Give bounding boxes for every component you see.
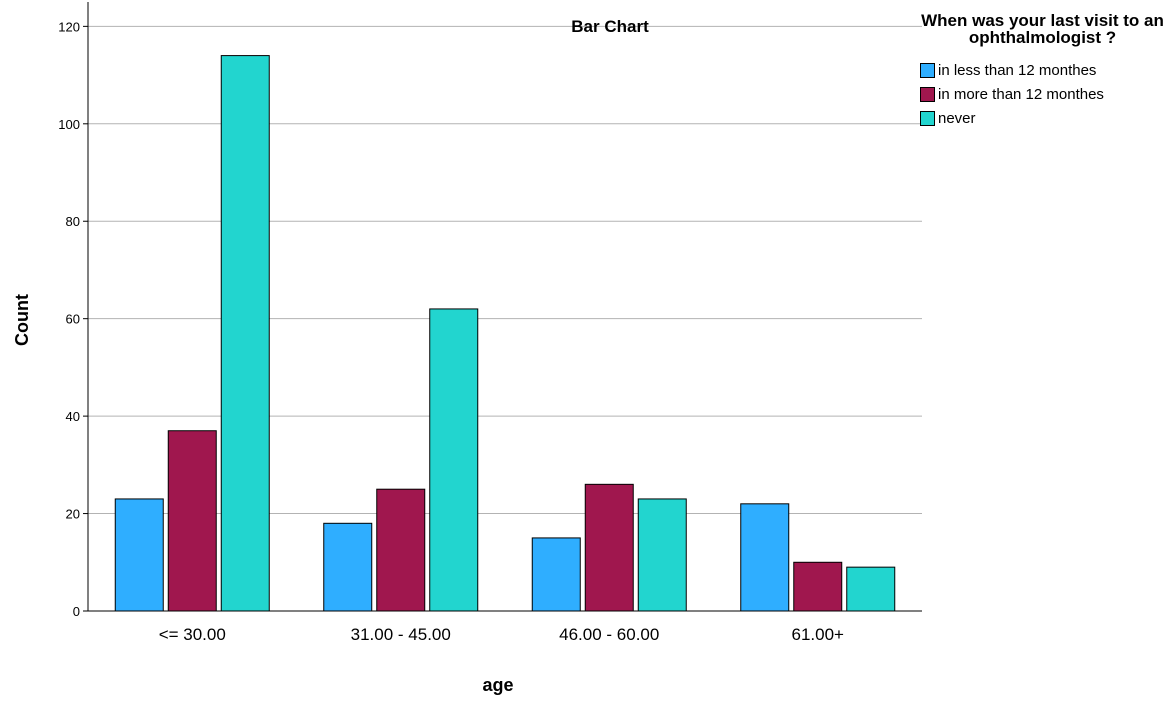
y-tick-label: 120 bbox=[58, 19, 80, 34]
legend-swatch bbox=[920, 62, 935, 78]
bar bbox=[167, 430, 217, 612]
legend-title: When was your last visit to an ophthalmo… bbox=[921, 11, 1164, 47]
legend-label: never bbox=[938, 109, 976, 127]
x-tick-labels: <= 30.00 31.00 - 45.00 46.00 - 60.00 61.00+ bbox=[159, 625, 844, 644]
legend-item: in less than 12 monthes bbox=[920, 58, 1165, 82]
bar bbox=[114, 498, 164, 612]
legend-item: never bbox=[920, 106, 1165, 130]
bar bbox=[376, 488, 426, 612]
bar bbox=[740, 503, 790, 612]
bar bbox=[846, 566, 896, 612]
bar bbox=[793, 561, 843, 612]
chart-title: Bar Chart bbox=[571, 17, 649, 36]
bar bbox=[429, 308, 479, 612]
x-tick-label: 46.00 - 60.00 bbox=[559, 625, 659, 644]
axes bbox=[87, 2, 922, 612]
bar bbox=[637, 498, 687, 612]
legend-swatch bbox=[920, 86, 935, 102]
bar bbox=[220, 55, 270, 612]
bar bbox=[531, 537, 581, 612]
bars bbox=[114, 55, 896, 612]
x-axis-label: age bbox=[482, 675, 513, 695]
bar bbox=[584, 483, 634, 612]
bar bbox=[323, 522, 373, 612]
y-tick-labels: 0 20 40 60 80 100 120 bbox=[58, 19, 88, 619]
y-tick-label: 80 bbox=[66, 214, 80, 229]
y-tick-label: 100 bbox=[58, 117, 80, 132]
y-axis-label: Count bbox=[12, 294, 32, 346]
y-tick-label: 40 bbox=[66, 409, 80, 424]
legend-items: in less than 12 monthes in more than 12 m… bbox=[920, 58, 1165, 130]
legend: When was your last visit to an ophthalmo… bbox=[920, 12, 1165, 130]
y-tick-label: 20 bbox=[66, 507, 80, 522]
legend-item: in more than 12 monthes bbox=[920, 82, 1165, 106]
legend-label: in more than 12 monthes bbox=[938, 85, 1104, 103]
x-tick-label: <= 30.00 bbox=[159, 625, 226, 644]
y-tick-label: 0 bbox=[73, 604, 80, 619]
legend-swatch bbox=[920, 110, 935, 126]
x-tick-label: 61.00+ bbox=[792, 625, 845, 644]
y-tick-label: 60 bbox=[66, 312, 80, 327]
x-tick-label: 31.00 - 45.00 bbox=[351, 625, 451, 644]
legend-label: in less than 12 monthes bbox=[938, 61, 1097, 79]
